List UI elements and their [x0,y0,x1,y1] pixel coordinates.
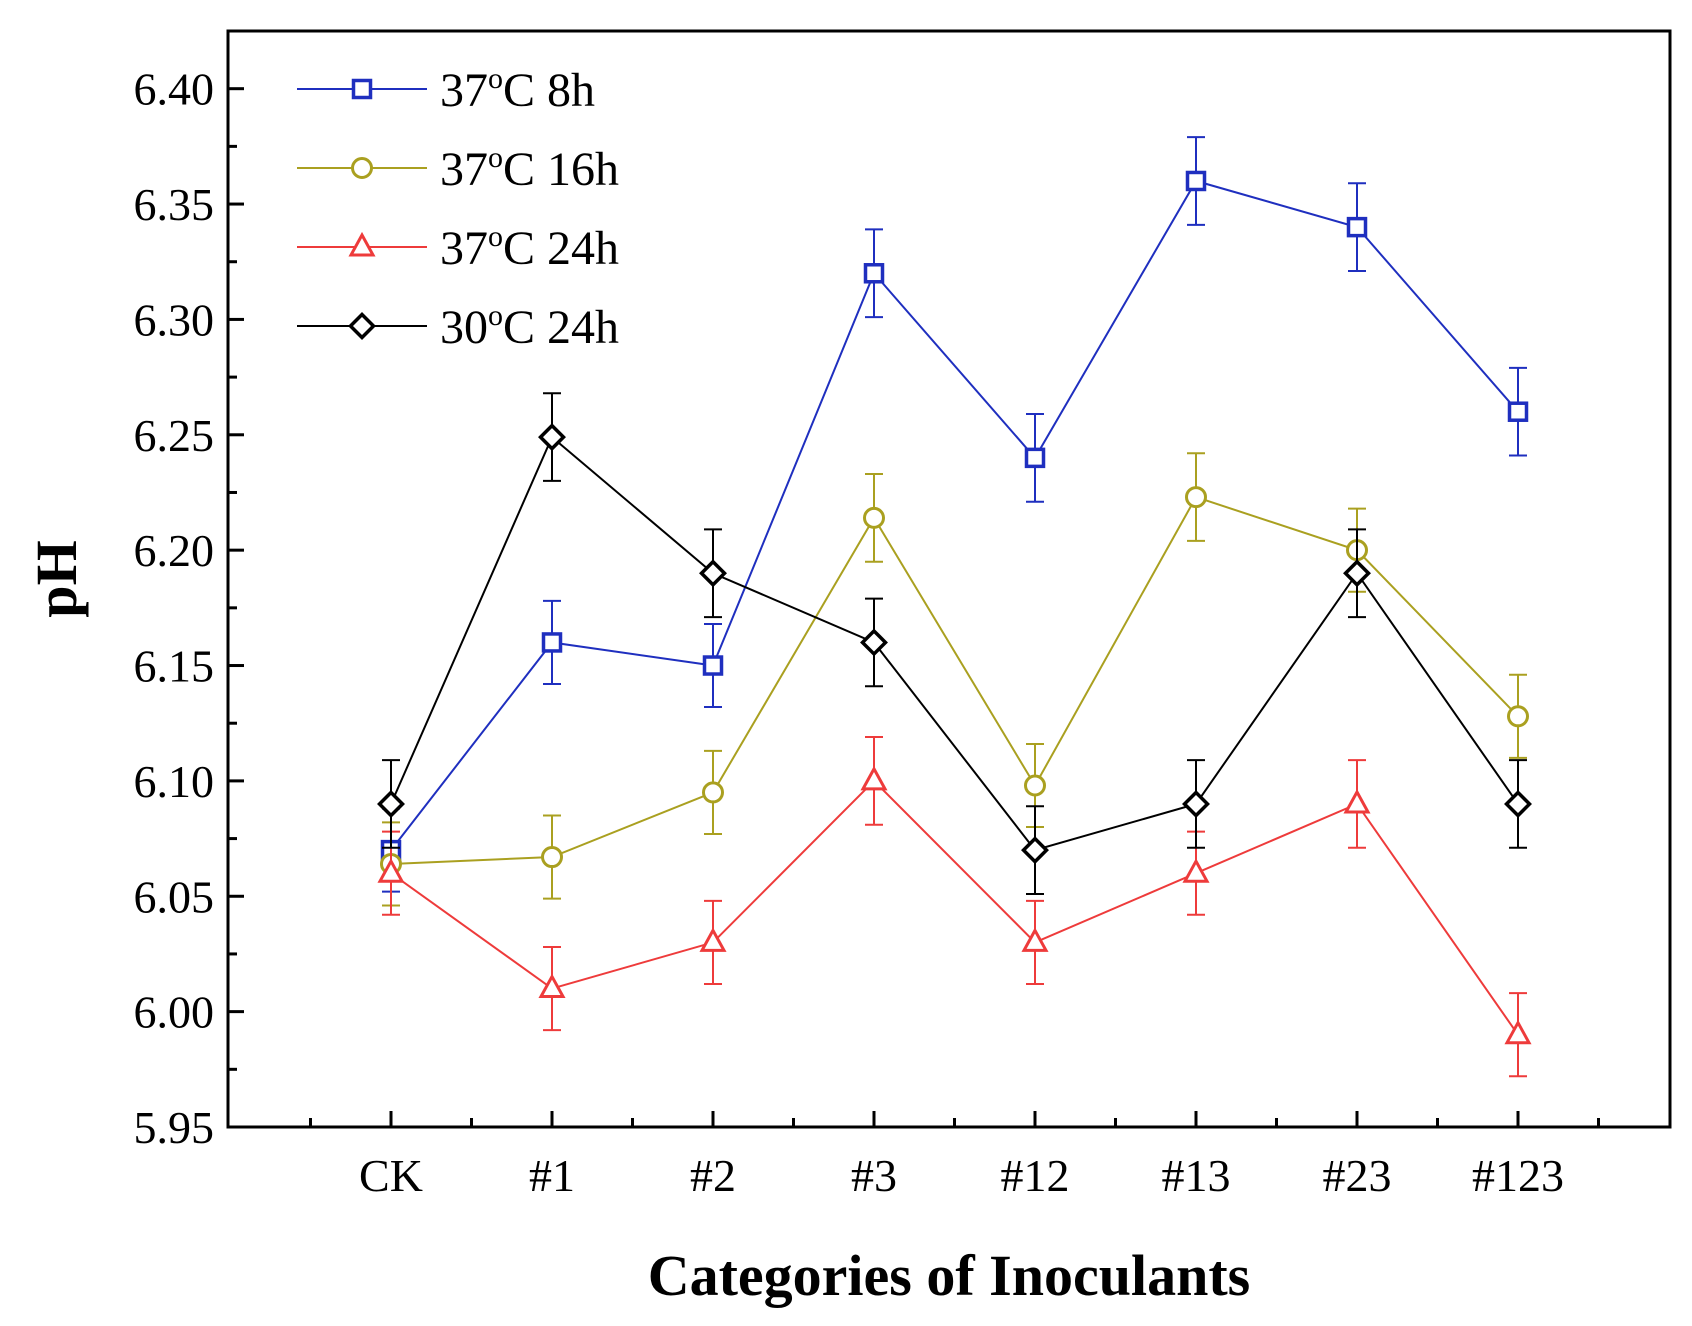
x-tick-label: #23 [1323,1150,1392,1201]
data-point [1346,216,1368,238]
legend-item: 37oC 16h [297,141,619,196]
legend-label: 37oC 8h [440,62,595,117]
data-point [538,423,566,452]
x-tick-label: #1 [529,1150,575,1201]
data-point [1507,401,1529,422]
y-tick-label: 6.00 [134,987,215,1038]
legend-label: 30oC 24h [440,299,619,354]
data-point [860,765,888,791]
series-2 [377,736,1532,1078]
data-point [1504,1019,1532,1045]
data-point [1182,789,1210,818]
data-point [863,263,885,284]
legend-label: 37oC 16h [440,141,619,196]
x-tick-label: CK [359,1150,423,1201]
axis-ticks: 5.95 6.00 6.05 6.10 6.15 6.20 6.25 6.30 6.35 6.40… [134,64,1600,1201]
data-point [699,559,727,588]
data-point [1024,447,1046,469]
legend: 37oC 8h 37oC 16h 37oC 24h 30oC 24h [297,62,619,354]
plot-frame [226,29,1672,1129]
data-point [1343,788,1371,814]
x-tick-label: #3 [851,1150,897,1201]
series-line [390,435,1519,852]
data-point [541,846,563,869]
y-tick-label: 6.10 [134,756,215,807]
series-line [390,779,1519,1036]
data-point [702,655,724,676]
y-axis-title: pH [24,540,89,617]
legend-marker [348,231,376,257]
data-series [377,136,1532,1078]
data-point [1021,836,1049,865]
y-tick-label: 6.25 [134,410,215,461]
x-tick-label: #123 [1472,1150,1564,1201]
y-tick-label: 6.40 [134,64,215,115]
legend-item: 37oC 24h [297,220,619,275]
series-3 [377,392,1532,895]
data-point [1185,486,1207,509]
x-tick-label: #2 [690,1150,736,1201]
data-point [1343,559,1371,588]
data-point [377,858,405,883]
data-point [541,632,563,653]
data-point [1024,774,1046,797]
y-tick-label: 6.20 [134,525,215,576]
data-point [1021,927,1049,952]
y-tick-label: 5.95 [134,1102,215,1153]
data-point [538,973,566,999]
data-point [860,628,888,657]
data-point [702,781,724,804]
data-point [699,927,727,952]
data-point [377,789,405,818]
legend-label: 37oC 24h [440,220,619,275]
x-tick-label: #12 [1001,1150,1070,1201]
data-point [1504,789,1532,818]
y-tick-label: 6.15 [134,641,215,692]
legend-marker [351,157,373,179]
series-1 [380,452,1529,907]
series-line [390,179,1519,851]
legend-marker [348,312,376,340]
legend-item: 37oC 8h [297,62,595,117]
legend-item: 30oC 24h [297,299,619,354]
y-tick-label: 6.30 [134,294,215,345]
series-line [390,495,1519,865]
data-point [1185,170,1207,192]
x-tick-label: #13 [1162,1150,1231,1201]
x-axis-title: Categories of Inoculants [648,1243,1251,1308]
data-point [863,506,885,529]
data-point [1507,705,1529,728]
y-tick-label: 6.35 [134,179,215,230]
data-point [1182,858,1210,883]
legend-marker [351,78,373,100]
y-tick-label: 6.05 [134,871,215,922]
